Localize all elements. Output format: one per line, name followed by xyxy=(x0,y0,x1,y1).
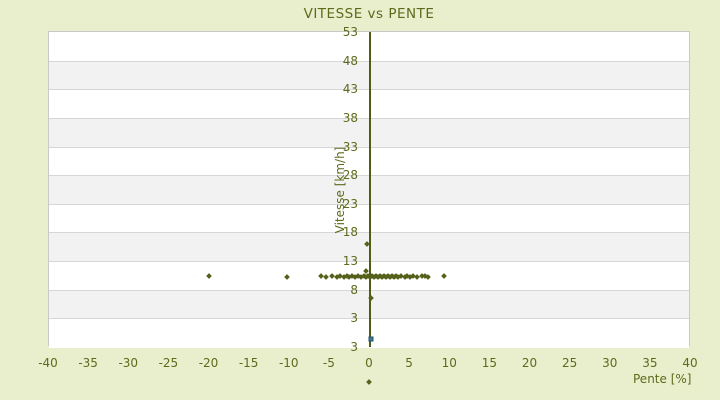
x-tick-label: -20 xyxy=(198,356,219,370)
x-tick-label: -30 xyxy=(118,356,139,370)
x-tick-label: 25 xyxy=(561,356,578,370)
x-tick-label: 20 xyxy=(521,356,538,370)
highlight-point-marker xyxy=(368,336,374,342)
x-tick-label: -5 xyxy=(322,356,335,370)
y-tick-label: 23 xyxy=(342,196,358,211)
y-tick-label: 43 xyxy=(342,82,358,97)
y-tick-label: 33 xyxy=(342,139,358,154)
scatter-point xyxy=(365,379,372,385)
x-axis-title: Pente [%] xyxy=(633,372,692,386)
plot-area: 53 48 43 38 33 28 23 18 13 8 3 3 xyxy=(48,25,690,385)
y-axis-title: Vitesse [km/h] xyxy=(333,146,347,234)
x-tick-label: 35 xyxy=(642,356,658,370)
y-tick-label: 53 xyxy=(342,25,358,39)
y-tick-label: 48 xyxy=(342,53,358,68)
y-tick-label: 18 xyxy=(342,225,358,240)
y-tick-label: 38 xyxy=(342,110,358,125)
x-tick-label: -10 xyxy=(278,356,299,370)
x-tick-label: 5 xyxy=(405,356,413,370)
y-tick-label: 3 xyxy=(350,311,358,326)
x-tick-label: 0 xyxy=(365,356,373,370)
x-tick-label: -35 xyxy=(78,356,98,370)
x-tick-label: 15 xyxy=(481,356,498,370)
x-tick-label: -15 xyxy=(238,356,259,370)
y-tick-label: 13 xyxy=(342,254,358,269)
x-tick-label: 40 xyxy=(682,356,698,370)
x-tick-label: -25 xyxy=(158,356,179,370)
y-tick-label: 3 xyxy=(350,340,358,354)
y-tick-label: 28 xyxy=(342,168,358,183)
x-tick-label: 30 xyxy=(602,356,618,370)
chart-title: VITESSE vs PENTE xyxy=(303,6,435,22)
x-tick-label: -40 xyxy=(38,356,58,370)
x-tick-label: 10 xyxy=(441,356,457,370)
y-tick-label: 8 xyxy=(350,282,358,297)
y-axis-line xyxy=(369,32,371,347)
